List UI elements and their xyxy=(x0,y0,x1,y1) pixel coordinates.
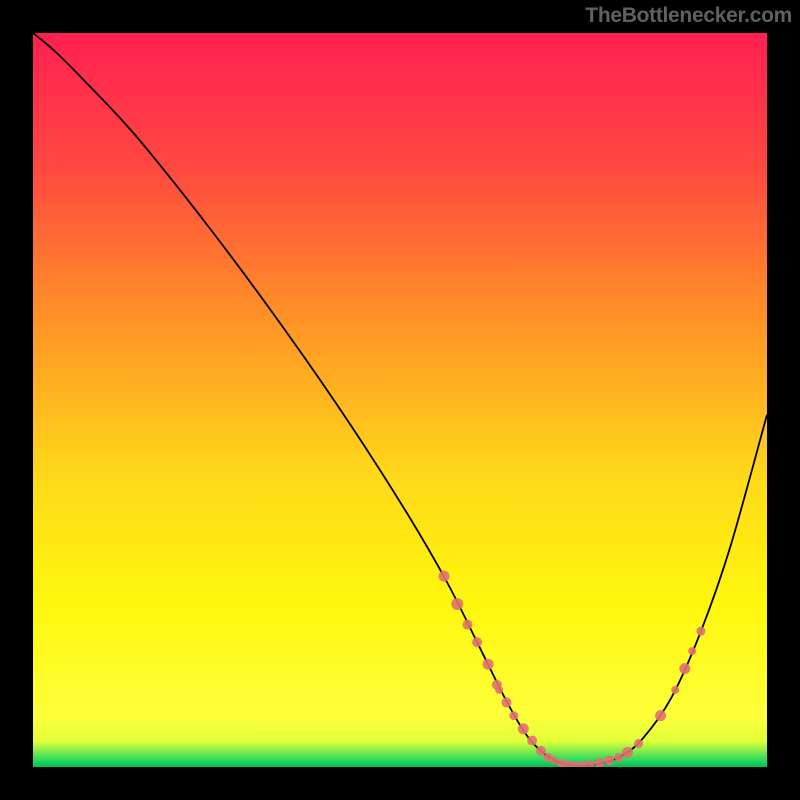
data-marker xyxy=(696,627,705,636)
data-marker xyxy=(463,620,473,630)
data-marker xyxy=(655,710,666,721)
data-marker xyxy=(614,753,623,762)
data-marker xyxy=(501,697,511,707)
data-marker xyxy=(483,659,494,670)
data-marker xyxy=(451,598,463,610)
data-marker xyxy=(679,663,690,674)
chart-container: { "watermark": "TheBottlenecker.com", "c… xyxy=(0,0,800,800)
data-marker xyxy=(536,746,546,756)
watermark-text: TheBottlenecker.com xyxy=(585,4,792,28)
data-marker xyxy=(671,686,679,694)
chart-svg xyxy=(33,33,767,767)
data-marker xyxy=(439,571,450,582)
data-marker xyxy=(634,739,643,748)
data-marker xyxy=(622,747,633,758)
data-marker xyxy=(518,723,529,734)
data-marker xyxy=(604,755,614,765)
data-marker xyxy=(688,647,696,655)
data-marker xyxy=(509,711,518,720)
data-marker xyxy=(472,637,482,647)
data-marker xyxy=(495,686,503,694)
data-marker xyxy=(527,736,537,746)
plot-area xyxy=(33,33,767,767)
data-marker xyxy=(550,756,558,764)
